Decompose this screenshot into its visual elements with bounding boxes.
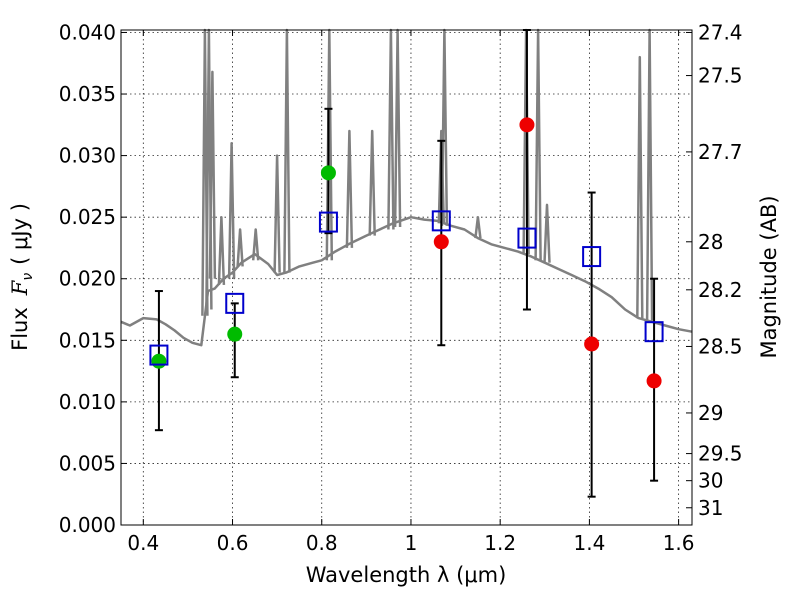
mag-tick-label: 27.4 [698, 20, 743, 44]
x-axis-label: Wavelength λ (μm) [306, 563, 507, 587]
y-axis-label: Flux Fν ( μJy ) [8, 203, 36, 351]
spectrum-continuum [120, 215, 693, 347]
x-tick-label: 0.8 [306, 531, 338, 555]
emission-line [208, 70, 217, 279]
data-point-square [431, 210, 451, 232]
y-tick-label: 0.035 [59, 82, 116, 106]
data-point-circle [320, 165, 336, 181]
emission-line [273, 154, 281, 273]
data-point-circle [519, 117, 535, 133]
data-point-circle [151, 353, 167, 369]
y-tick-label: 0.000 [59, 513, 116, 537]
emission-line [474, 215, 482, 239]
grid [121, 30, 692, 526]
y-tick-label: 0.030 [59, 144, 116, 168]
y-axis-label-subscript: ν [20, 273, 36, 281]
x-tick-label: 0.4 [127, 531, 159, 555]
mag-tick-label: 27.7 [698, 140, 743, 164]
data-point-circle [646, 373, 662, 389]
y-axis-label-prefix: Flux [8, 307, 32, 351]
emission-line [227, 142, 236, 279]
y-tick-label: 0.040 [59, 20, 116, 44]
data-point-square [517, 227, 537, 249]
data-point-circle [433, 234, 449, 250]
emission-line [217, 215, 226, 285]
y-axis-label-unit: ( μJy ) [8, 203, 32, 265]
y-tick-label: 0.010 [59, 390, 116, 414]
emission-line [345, 129, 354, 248]
x-tick-label: 0.6 [217, 531, 249, 555]
emission-line [543, 203, 551, 263]
mag-tick-label: 29.5 [698, 442, 743, 466]
plot-background [121, 30, 692, 525]
data-point-circle [584, 336, 600, 352]
mag-tick-label: 30 [698, 469, 723, 493]
mag-tick-label: 29 [698, 401, 723, 425]
x-tick-label: 1.2 [484, 531, 516, 555]
data-point-square [225, 292, 245, 314]
y-tick-label: 0.020 [59, 267, 116, 291]
y-tick-label: 0.015 [59, 328, 116, 352]
data-point-square [582, 246, 602, 268]
mag-tick-label: 28.2 [698, 278, 743, 302]
emission-line [251, 228, 260, 261]
data-point-square [149, 344, 169, 366]
x-tick-label: 1 [405, 531, 418, 555]
emission-line [636, 55, 644, 319]
data-point-square [318, 211, 338, 233]
y2-axis-label: Magnitude (AB) [757, 195, 781, 358]
data-point-square [644, 321, 664, 343]
y-tick-label: 0.005 [59, 451, 116, 475]
emission-line [236, 228, 244, 267]
mag-tick-label: 31 [698, 496, 723, 520]
mag-tick-label: 28 [698, 230, 723, 254]
x-tick-label: 1.4 [573, 531, 605, 555]
mag-tick-label: 28.5 [698, 334, 743, 358]
markers [149, 117, 664, 389]
y-axis-label-symbol: F [8, 279, 32, 296]
data-point-circle [227, 326, 243, 342]
plot-frame [120, 29, 693, 526]
y-tick-label: 0.025 [59, 205, 116, 229]
x-tick-label: 1.6 [663, 531, 695, 555]
emission-line [368, 129, 376, 236]
mag-tick-label: 27.5 [698, 64, 743, 88]
ticks: 0.4 0.6 0.8 1 1.2 1.4 1.6 0.000 0.005 0.010 0.015 0… [59, 20, 743, 555]
